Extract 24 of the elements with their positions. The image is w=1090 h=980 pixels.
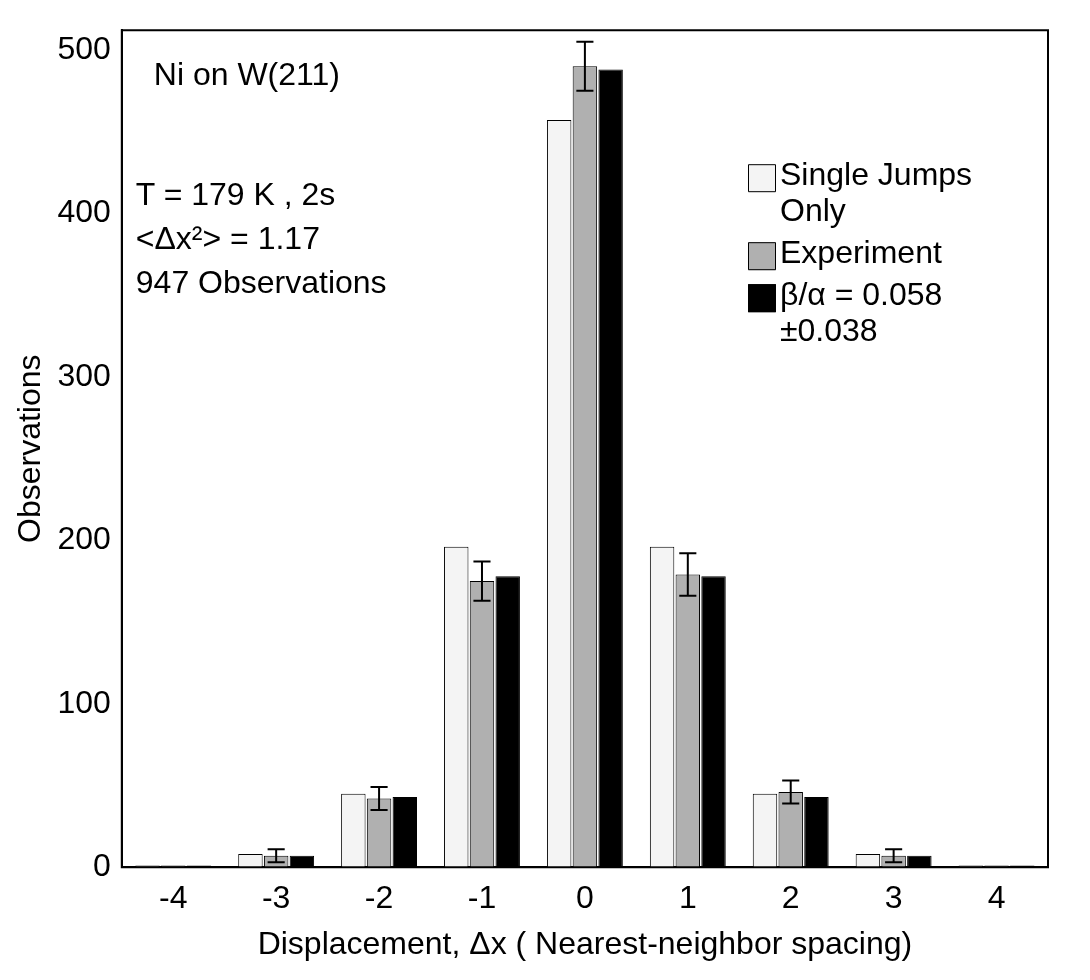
x-tick-label: -1 [467, 879, 497, 916]
legend-label: Experiment [780, 234, 942, 271]
legend-label: β/α = 0.058 ±0.038 [780, 276, 943, 349]
y-axis-title: Observations [11, 354, 48, 543]
x-tick-label: 3 [884, 879, 903, 916]
annotation: Ni on W(211) [153, 56, 340, 93]
annotation: T = 179 K , 2s [135, 176, 336, 213]
x-tick-label: -3 [261, 879, 291, 916]
x-tick-label: -4 [159, 879, 188, 916]
y-tick-label: 0 [92, 847, 111, 884]
y-tick-label: 500 [57, 29, 111, 66]
x-tick-label: 1 [678, 879, 697, 916]
legend-label: Single Jumps Only [780, 156, 973, 229]
x-tick-label: -2 [364, 879, 394, 916]
y-tick-label: 200 [57, 520, 111, 557]
x-tick-label: 0 [576, 879, 594, 916]
y-tick-label: 400 [57, 193, 111, 230]
y-tick-label: 100 [57, 683, 111, 720]
x-tick-label: 2 [781, 879, 800, 916]
x-axis-title: Displacement, Δx ( Nearest-neighbor spacing) [257, 924, 913, 961]
annotation: <Δx²> = 1.17 [135, 220, 320, 257]
x-tick-label: 4 [987, 879, 1006, 916]
annotation: 947 Observations [135, 264, 387, 301]
y-tick-label: 300 [57, 356, 111, 393]
